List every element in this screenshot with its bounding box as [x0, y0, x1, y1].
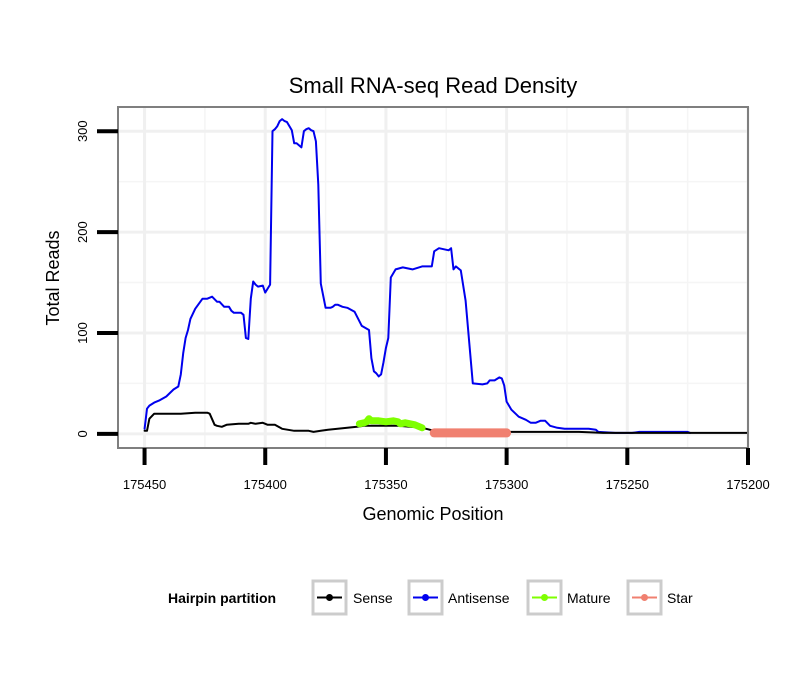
legend-point-star	[641, 594, 648, 601]
x-axis-title: Genomic Position	[362, 504, 503, 524]
x-tick-label: 175250	[606, 477, 649, 492]
plot-border	[117, 106, 749, 449]
legend-point-mature	[541, 594, 548, 601]
x-tick-label: 175450	[123, 477, 166, 492]
legend-label-sense: Sense	[353, 590, 393, 606]
series-line-antisense	[143, 118, 692, 434]
x-axis: 175450 175400 175350 175300 175250 175200	[123, 448, 770, 492]
x-tick-label: 175200	[726, 477, 769, 492]
legend-label-star: Star	[667, 590, 693, 606]
y-axis-title: Total Reads	[43, 230, 63, 325]
series-line-sense	[143, 411, 749, 434]
plot-panel	[118, 107, 748, 448]
x-tick-label: 175300	[485, 477, 528, 492]
legend-point-sense	[326, 594, 333, 601]
y-axis: 0 100 200 300	[75, 120, 118, 437]
legend: Hairpin partition Sense Antisense Mature St…	[168, 579, 693, 616]
x-tick-label: 175350	[364, 477, 407, 492]
y-tick-label: 0	[75, 430, 90, 437]
y-tick-label: 100	[75, 322, 90, 344]
legend-point-antisense	[422, 594, 429, 601]
chart-title: Small RNA-seq Read Density	[289, 73, 578, 98]
series-layer	[143, 118, 749, 438]
x-tick-label: 175400	[244, 477, 287, 492]
y-tick-label: 200	[75, 221, 90, 243]
y-tick-label: 300	[75, 120, 90, 142]
legend-label-antisense: Antisense	[448, 590, 510, 606]
series-line-mature	[355, 415, 426, 432]
legend-title: Hairpin partition	[168, 590, 276, 606]
legend-label-mature: Mature	[567, 590, 611, 606]
